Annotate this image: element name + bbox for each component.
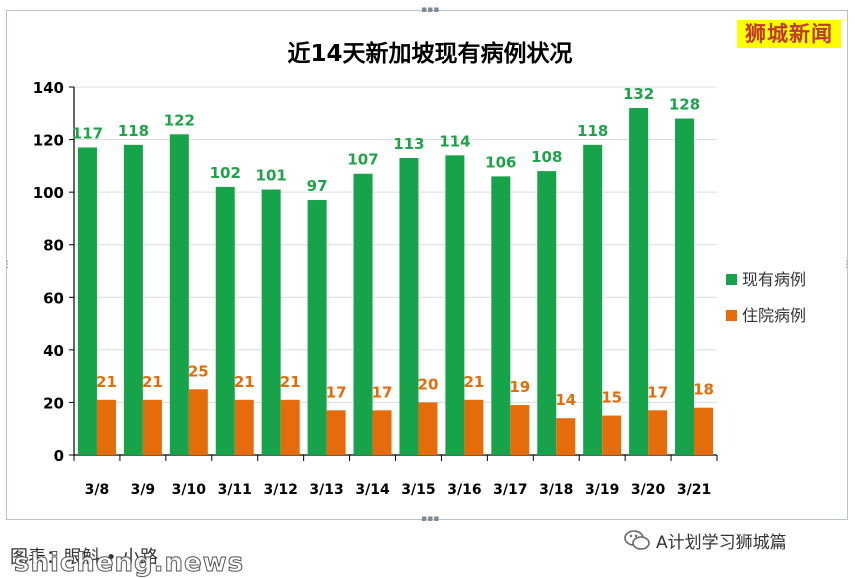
data-label-current-cases: 132 [623,85,654,103]
wechat-account[interactable]: A计划学习狮城篇 [624,527,787,553]
data-label-current-cases: 101 [256,167,287,185]
x-tick-label: 3/11 [218,482,252,498]
data-label-current-cases: 117 [72,124,103,142]
watermark-text: shicheng.news [13,548,245,578]
bar-hospitalized [372,410,392,455]
y-tick-label: 140 [33,79,64,97]
bar-current-cases [445,155,465,456]
y-tick-label: 60 [43,289,64,307]
y-axis: 0 20 40 60 80 100 120 140 [33,79,75,465]
data-label-current-cases: 118 [577,122,608,140]
x-tick-label: 3/15 [401,482,435,498]
data-label-current-cases: 107 [347,151,378,169]
bar-hospitalized [280,399,300,455]
data-label-hospitalized: 17 [647,383,668,401]
y-tick-label: 0 [54,447,64,465]
bar-hospitalized [234,399,254,455]
legend-label: 住院病例 [742,306,806,325]
wechat-icon [624,530,650,550]
x-tick-label: 3/12 [264,482,298,498]
bar-hospitalized [556,418,576,455]
data-label-current-cases: 114 [439,132,470,150]
bar-current-cases [491,176,511,455]
legend-label: 现有病例 [742,270,806,289]
data-label-hospitalized: 21 [96,373,117,391]
bar-hospitalized [510,405,530,455]
data-label-current-cases: 113 [393,135,424,153]
x-tick-label: 3/14 [355,482,390,498]
bar-current-cases [261,189,281,455]
bar-current-cases [675,118,695,456]
x-tick-label: 3/18 [539,482,573,498]
data-label-hospitalized: 20 [418,375,439,393]
data-label-current-cases: 122 [164,111,195,129]
data-label-current-cases: 97 [307,177,328,195]
legend-swatch [726,310,737,321]
data-label-hospitalized: 21 [280,373,301,391]
data-label-hospitalized: 21 [463,373,484,391]
chart-title: 近14天新加坡现有病例状况 [287,40,572,67]
bar-current-cases [307,200,327,455]
data-label-current-cases: 102 [210,164,241,182]
x-tick-label: 3/9 [131,482,156,498]
bar-current-cases [77,147,97,455]
bar-current-cases [537,171,557,455]
y-tick-label: 80 [43,237,64,255]
bar-hospitalized [188,389,208,455]
bar-current-cases [353,173,373,455]
x-axis: 3/8 3/9 3/10 3/11 3/12 3/13 3/14 3/15 3/16 3/17 3/… [73,454,718,498]
wechat-account-name: A计划学习狮城篇 [656,532,787,553]
y-tick-label: 20 [43,394,64,412]
resize-handle-bottom[interactable]: ▪▪▪ [421,514,440,524]
resize-handle-left[interactable]: ⋮ [3,260,12,270]
x-tick-label: 3/8 [85,482,110,498]
data-label-hospitalized: 18 [693,381,714,399]
bar-current-cases [583,144,603,456]
y-tick-label: 120 [33,132,64,150]
x-tick-label: 3/21 [677,482,711,498]
bar-hospitalized [418,402,438,455]
footer-caption: 图表：眼斛 • 小路 [10,547,159,568]
legend-swatch [726,274,737,285]
y-tick-label: 40 [43,342,64,360]
data-label-current-cases: 106 [485,153,516,171]
x-tick-label: 3/19 [585,482,619,498]
x-tick-label: 3/16 [447,482,481,498]
bar-hospitalized [464,399,484,455]
x-tick-label: 3/20 [631,482,666,498]
data-label-hospitalized: 21 [142,373,163,391]
bar-current-cases [123,144,143,456]
x-tick-label: 3/13 [309,482,343,498]
data-label-current-cases: 108 [531,148,562,166]
x-tick-label: 3/17 [493,482,527,498]
resize-handle-top[interactable]: ▪▪▪ [421,5,440,15]
bar-hospitalized [648,410,668,455]
data-label-current-cases: 118 [118,122,149,140]
data-label-hospitalized: 14 [555,391,576,409]
bars: 117 21 118 21 122 25 102 21 101 21 97 17 107 17 113 20 1… [72,85,714,456]
y-tick-label: 100 [33,184,64,202]
bar-current-cases [629,108,649,456]
bar-hospitalized [602,415,622,455]
data-label-hospitalized: 21 [234,373,255,391]
bar-hospitalized [96,399,116,455]
brand-label: 狮城新闻 [737,20,841,48]
bar-hospitalized [694,407,714,455]
bar-current-cases [169,134,189,456]
bar-current-cases [399,157,419,455]
data-label-hospitalized: 15 [601,389,622,407]
resize-handle-right[interactable]: ⋮ [842,260,851,270]
data-label-hospitalized: 17 [326,383,347,401]
x-tick-label: 3/10 [172,482,207,498]
data-label-hospitalized: 25 [188,362,209,380]
bar-hospitalized [326,410,346,455]
data-label-current-cases: 128 [669,96,700,114]
data-label-hospitalized: 17 [372,383,393,401]
bar-current-cases [215,186,235,455]
bar-hospitalized [142,399,162,455]
data-label-hospitalized: 19 [509,378,530,396]
